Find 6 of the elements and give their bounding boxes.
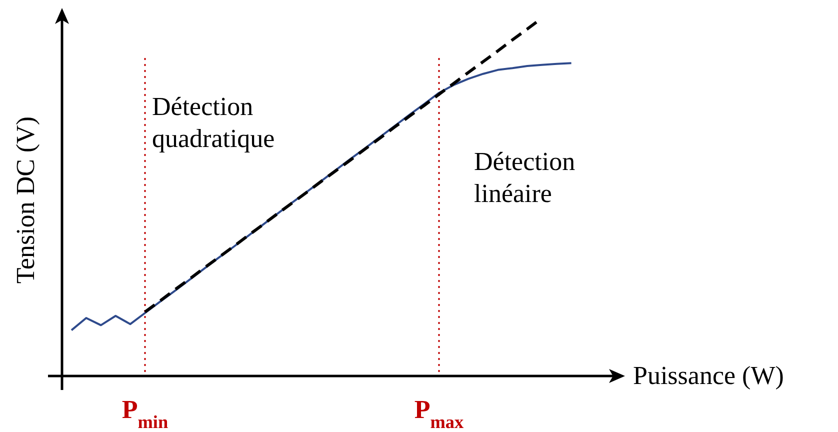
annotation: Détection quadratique [152,92,275,153]
x-axis-title: Puissance (W) [633,361,784,390]
x-tick-label: P$_{min}$ [122,395,168,432]
annotation: Détection linéaire [474,147,576,208]
x-tick-label: P$_{max}$ [414,395,464,432]
y-axis-title: Tension DC (V) [11,116,40,284]
